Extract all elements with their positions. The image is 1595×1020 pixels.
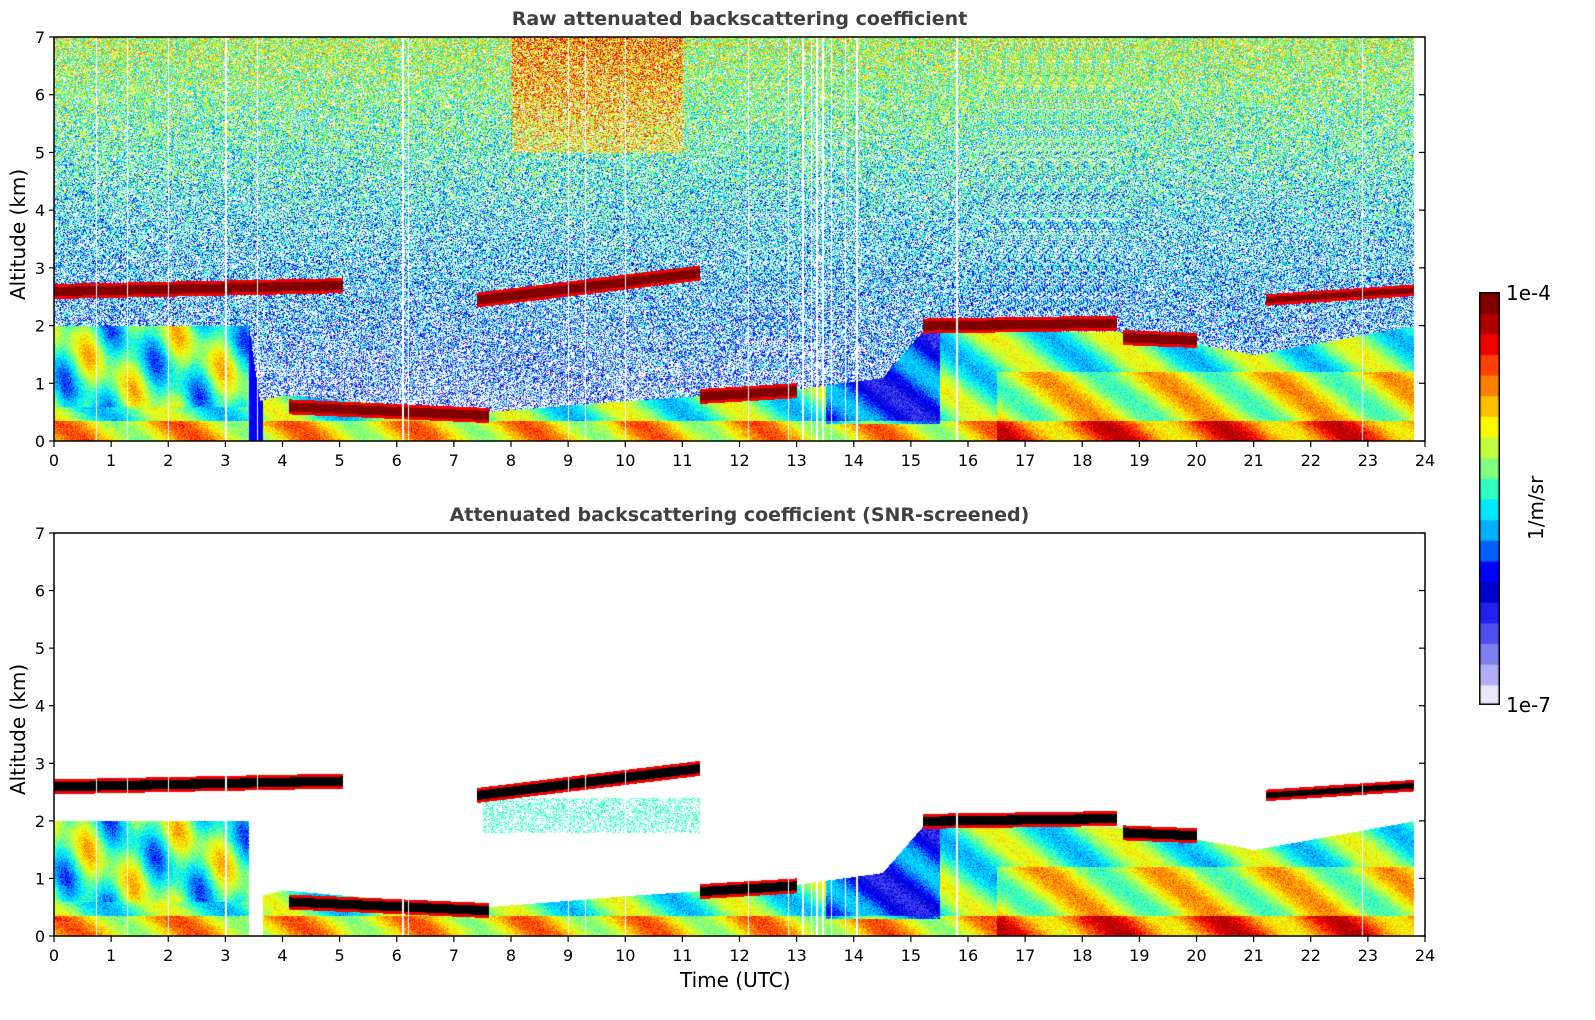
bottom-x-tick-label: 22 bbox=[1301, 946, 1321, 965]
bottom-heatmap bbox=[54, 533, 1425, 936]
bottom-chart-title: Attenuated backscattering coefficient (S… bbox=[449, 504, 1030, 526]
x-axis-label: Time (UTC) bbox=[680, 968, 791, 992]
top-cloud-evening-thin bbox=[1265, 290, 1414, 300]
colorbar bbox=[1479, 292, 1500, 705]
top-x-tick-label: 14 bbox=[844, 451, 864, 470]
bottom-cloud-evening-low bbox=[1122, 832, 1196, 835]
top-y-tick-label: 4 bbox=[35, 201, 45, 220]
top-x-tick-label: 1 bbox=[106, 451, 116, 470]
bottom-x-tick-label: 14 bbox=[844, 946, 864, 965]
top-cloud-evening-low bbox=[1122, 337, 1196, 340]
bottom-y-tick-label: 1 bbox=[35, 869, 45, 888]
top-x-tick-label: 0 bbox=[49, 451, 59, 470]
bottom-x-tick-label: 20 bbox=[1186, 946, 1206, 965]
top-y-tick-label: 7 bbox=[35, 28, 45, 47]
bottom-x-tick-label: 18 bbox=[1072, 946, 1092, 965]
bottom-x-tick-label: 4 bbox=[277, 946, 287, 965]
top-y-tick-label: 3 bbox=[35, 259, 45, 278]
bottom-cloud-rising-mid bbox=[477, 768, 700, 795]
top-x-tick-label: 19 bbox=[1129, 451, 1149, 470]
bottom-x-tick-label: 9 bbox=[563, 946, 573, 965]
top-x-tick-label: 23 bbox=[1358, 451, 1378, 470]
colorbar-min-label: 1e-7 bbox=[1506, 693, 1551, 717]
top-x-tick-label: 7 bbox=[449, 451, 459, 470]
bottom-x-tick-label: 24 bbox=[1415, 946, 1435, 965]
bottom-x-tick-label: 23 bbox=[1358, 946, 1378, 965]
bottom-cloud-afternoon bbox=[922, 818, 1116, 821]
top-x-tick-label: 21 bbox=[1243, 451, 1263, 470]
top-cloud-afternoon bbox=[922, 323, 1116, 326]
top-axes-frame bbox=[53, 36, 1426, 442]
top-x-tick-label: 2 bbox=[163, 451, 173, 470]
bottom-x-tick-label: 2 bbox=[163, 946, 173, 965]
top-y-tick-label: 5 bbox=[35, 143, 45, 162]
top-cloud-rising-mid bbox=[477, 272, 700, 299]
bottom-y-tick-label: 0 bbox=[35, 927, 45, 946]
top-x-tick-label: 15 bbox=[901, 451, 921, 470]
bottom-cloud-top-early bbox=[54, 781, 342, 787]
bottom-x-tick-label: 11 bbox=[672, 946, 692, 965]
bottom-x-tick-label: 1 bbox=[106, 946, 116, 965]
top-cloud-bl-late bbox=[700, 390, 797, 396]
bottom-x-tick-label: 7 bbox=[449, 946, 459, 965]
top-x-tick-label: 6 bbox=[392, 451, 402, 470]
bottom-x-tick-label: 10 bbox=[615, 946, 635, 965]
top-x-tick-label: 11 bbox=[672, 451, 692, 470]
top-x-tick-label: 16 bbox=[958, 451, 978, 470]
bottom-cloud-bl-late bbox=[700, 885, 797, 891]
bottom-x-tick-label: 16 bbox=[958, 946, 978, 965]
top-y-tick-label: 6 bbox=[35, 86, 45, 105]
bottom-x-tick-label: 12 bbox=[729, 946, 749, 965]
top-x-tick-label: 3 bbox=[220, 451, 230, 470]
bottom-x-tick-label: 0 bbox=[49, 946, 59, 965]
top-x-tick-label: 22 bbox=[1301, 451, 1321, 470]
top-x-tick-label: 20 bbox=[1186, 451, 1206, 470]
bottom-y-tick-label: 3 bbox=[35, 754, 45, 773]
top-x-tick-label: 24 bbox=[1415, 451, 1435, 470]
bottom-x-tick-label: 17 bbox=[1015, 946, 1035, 965]
bottom-x-tick-label: 19 bbox=[1129, 946, 1149, 965]
top-cloud-boundary-layer bbox=[288, 406, 488, 415]
bottom-x-tick-label: 13 bbox=[786, 946, 806, 965]
colorbar-unit-label: 1/m/sr bbox=[1524, 475, 1548, 540]
bottom-x-tick-label: 21 bbox=[1243, 946, 1263, 965]
top-x-tick-label: 17 bbox=[1015, 451, 1035, 470]
top-x-tick-label: 5 bbox=[335, 451, 345, 470]
bottom-cloud-boundary-layer bbox=[288, 901, 488, 910]
top-x-tick-label: 8 bbox=[506, 451, 516, 470]
top-x-tick-label: 13 bbox=[786, 451, 806, 470]
top-heatmap bbox=[54, 37, 1425, 441]
top-y-tick-label: 0 bbox=[35, 432, 45, 451]
bottom-x-tick-label: 8 bbox=[506, 946, 516, 965]
bottom-x-tick-label: 6 bbox=[392, 946, 402, 965]
top-x-tick-label: 18 bbox=[1072, 451, 1092, 470]
top-x-tick-label: 10 bbox=[615, 451, 635, 470]
bottom-axes-frame bbox=[53, 532, 1426, 937]
bottom-x-tick-label: 15 bbox=[901, 946, 921, 965]
bottom-y-tick-label: 7 bbox=[35, 524, 45, 543]
top-x-tick-label: 4 bbox=[277, 451, 287, 470]
top-cloud-top-early bbox=[54, 285, 342, 291]
bottom-cloud-evening-thin bbox=[1265, 785, 1414, 795]
top-x-tick-label: 12 bbox=[729, 451, 749, 470]
bottom-y-tick-label: 4 bbox=[35, 697, 45, 716]
bottom-x-tick-label: 5 bbox=[335, 946, 345, 965]
bottom-y-tick-label: 6 bbox=[35, 582, 45, 601]
colorbar-max-label: 1e-4 bbox=[1506, 281, 1551, 305]
top-x-tick-label: 9 bbox=[563, 451, 573, 470]
bottom-y-tick-label: 5 bbox=[35, 639, 45, 658]
bottom-y-tick-label: 2 bbox=[35, 812, 45, 831]
top-chart-title: Raw attenuated backscattering coefficien… bbox=[511, 8, 968, 30]
top-y-tick-label: 1 bbox=[35, 374, 45, 393]
top-y-tick-label: 2 bbox=[35, 317, 45, 336]
bottom-x-tick-label: 3 bbox=[220, 946, 230, 965]
